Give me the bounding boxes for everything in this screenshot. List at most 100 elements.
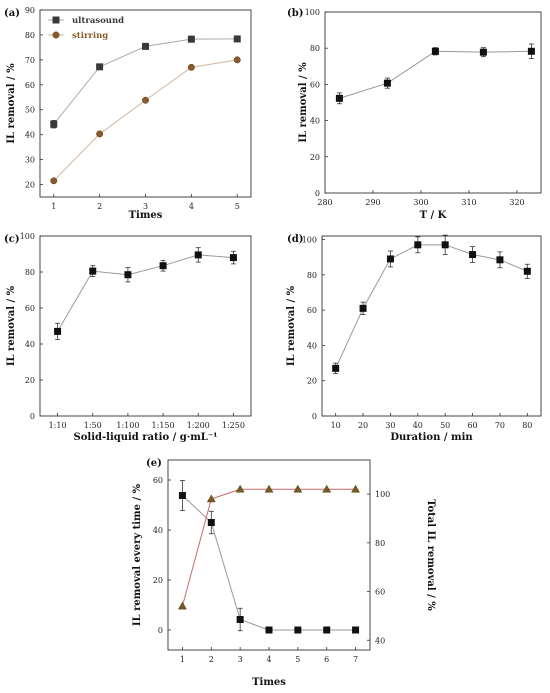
data-point — [124, 271, 132, 279]
data-point — [383, 79, 391, 87]
x-tick-label: 1:250 — [222, 421, 245, 430]
panel-label: (c) — [4, 234, 20, 245]
data-point — [89, 267, 97, 275]
data-point — [265, 626, 273, 634]
x-tick-label: 280 — [317, 198, 332, 207]
data-point — [527, 47, 535, 55]
panel-label: (b) — [287, 8, 303, 19]
y-tick-label: 0 — [315, 189, 320, 198]
y-right-axis-label: Total IL removal / % — [425, 499, 436, 611]
x-tick-label: 7 — [353, 655, 358, 664]
y-tick-label: 80 — [307, 271, 317, 280]
y-tick-label: 40 — [25, 131, 35, 140]
data-point — [229, 254, 237, 262]
x-tick-label: 1 — [51, 202, 56, 211]
data-point — [414, 241, 422, 249]
data-point — [50, 177, 58, 185]
y-tick-label: 100 — [20, 232, 35, 241]
panel-label: (a) — [4, 8, 20, 19]
x-tick-label: 1 — [180, 655, 185, 664]
x-tick-label: 6 — [324, 655, 329, 664]
x-tick-label: 10 — [331, 421, 341, 430]
y-tick-label: 60 — [310, 80, 320, 89]
x-tick-label: 40 — [413, 421, 423, 430]
y-tick-label: 80 — [25, 31, 35, 40]
x-axis-label: Times — [252, 677, 286, 688]
data-point — [159, 262, 167, 270]
panel-label: (e) — [146, 458, 162, 469]
y-axis-label: IL removal every time / % — [132, 483, 143, 626]
x-tick-label: 5 — [235, 202, 240, 211]
y-axis-label: IL removal / % — [6, 63, 17, 144]
series-line — [335, 244, 528, 369]
y-tick-label: 60 — [307, 306, 317, 315]
data-point — [335, 94, 343, 102]
x-tick-label: 4 — [189, 202, 194, 211]
y-tick-label: 100 — [302, 236, 317, 245]
x-tick-label: 3 — [143, 202, 148, 211]
data-point — [194, 251, 202, 259]
data-point — [359, 304, 367, 312]
x-tick-label: 2 — [209, 655, 214, 664]
x-tick-label: 290 — [365, 198, 380, 207]
x-tick-label: 1:50 — [84, 421, 102, 430]
y-axis-label: IL removal / % — [6, 285, 17, 366]
plot-frame — [39, 235, 252, 417]
series-line — [53, 59, 238, 182]
chart-panel-5: 1 2 3 4 5 6 7 0 20 40 60 40 60 80 100 (e) Times IL remova… — [132, 458, 436, 688]
y-axis-label: IL removal / % — [286, 285, 297, 366]
y-tick-label: 0 — [312, 412, 317, 421]
x-tick-label: 1:100 — [116, 421, 139, 430]
plot-frame — [321, 235, 542, 417]
data-point — [96, 63, 104, 71]
data-point — [207, 519, 215, 526]
y-right-tick-label: 100 — [375, 490, 390, 499]
data-point — [177, 601, 187, 610]
x-tick-label: 300 — [413, 198, 428, 207]
data-point — [352, 626, 360, 634]
x-tick-label: 70 — [495, 421, 505, 430]
x-tick-label: 1:10 — [49, 421, 67, 430]
y-tick-label: 40 — [25, 340, 35, 349]
y-tick-label: 90 — [25, 6, 35, 15]
y-tick-label: 0 — [158, 626, 163, 635]
y-tick-label: 80 — [310, 44, 320, 53]
data-point — [294, 626, 302, 634]
data-point — [323, 626, 331, 634]
chart-panel-3: 1:10 1:50 1:100 1:150 1:200 1:250 0 20 40 60 80 100… — [4, 232, 252, 443]
y-tick-label: 40 — [307, 341, 317, 350]
y-tick-label: 0 — [30, 412, 35, 421]
data-point — [293, 484, 303, 493]
chart-panel-1: 1 2 3 4 5 20 30 40 50 60 70 80 90 ultrasound stirring (… — [4, 6, 252, 221]
data-point — [54, 327, 62, 335]
data-point — [332, 364, 340, 372]
y-axis-label: IL removal / % — [298, 62, 309, 143]
data-point — [233, 35, 241, 43]
data-point — [187, 35, 195, 43]
data-point — [206, 494, 216, 503]
x-tick-label: 2 — [97, 202, 102, 211]
y-tick-label: 50 — [25, 106, 35, 115]
x-tick-label: 310 — [461, 198, 476, 207]
data-point — [178, 492, 186, 499]
y-tick-label: 20 — [153, 576, 163, 585]
y-tick-label: 80 — [25, 268, 35, 277]
x-tick-label: 4 — [266, 655, 271, 664]
legend-label: stirring — [72, 31, 108, 41]
y-right-tick-label: 80 — [375, 539, 385, 548]
x-axis-label: Times — [129, 210, 163, 221]
data-point — [479, 48, 487, 56]
y-tick-label: 20 — [310, 153, 320, 162]
data-point — [96, 130, 104, 138]
y-tick-label: 60 — [153, 476, 163, 485]
data-point — [264, 484, 274, 493]
chart-panel-4: 10 20 30 40 50 60 70 80 0 20 40 60 80 100(d) Duration … — [286, 234, 542, 443]
y-tick-label: 60 — [25, 81, 35, 90]
x-tick-label: 5 — [295, 655, 300, 664]
legend-label: ultrasound — [72, 16, 124, 26]
data-point — [441, 241, 449, 249]
series-line — [181, 488, 356, 607]
x-tick-label: 80 — [522, 421, 532, 430]
y-tick-label: 20 — [307, 377, 317, 386]
